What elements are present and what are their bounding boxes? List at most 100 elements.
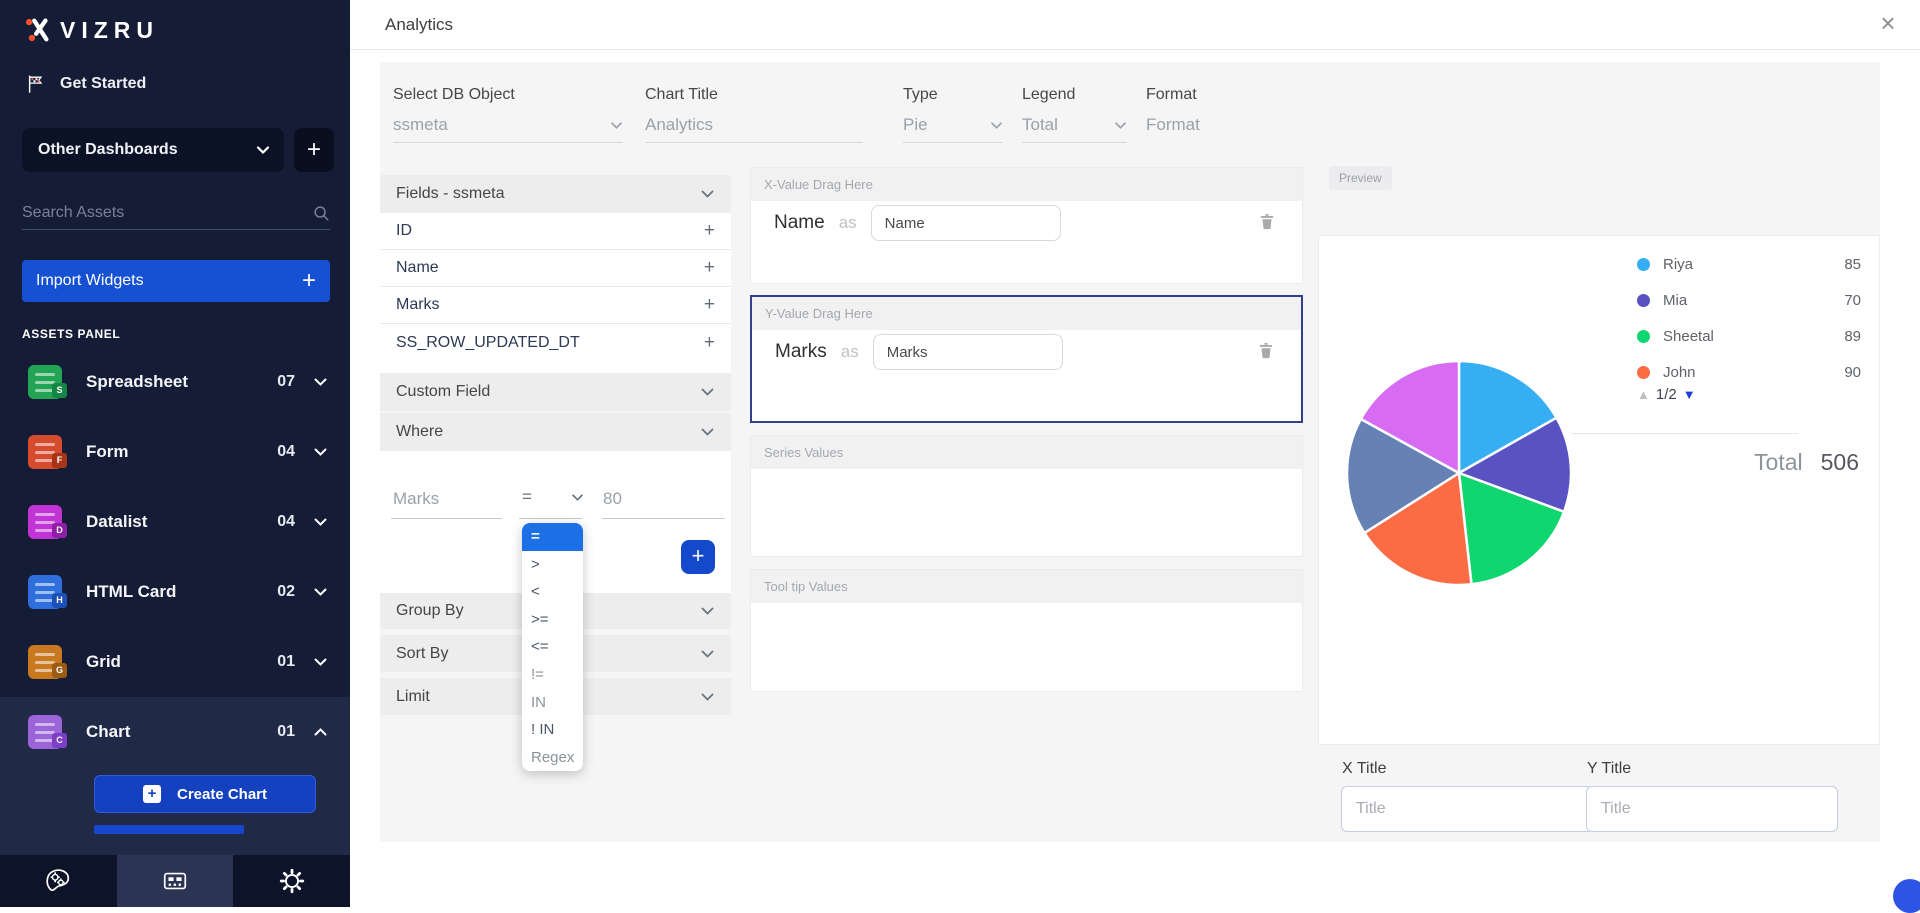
chevron-down-icon — [701, 190, 714, 198]
chevron-down-icon — [701, 607, 714, 615]
logo-mark-icon — [25, 18, 49, 42]
operator-option[interactable]: ! IN — [531, 721, 555, 739]
settings-button[interactable] — [233, 855, 351, 907]
pie-slice — [1456, 416, 1573, 514]
operator-option[interactable]: IN — [531, 693, 546, 711]
where-value-input[interactable]: 80 — [603, 489, 622, 508]
delete-y-value-button[interactable] — [1257, 341, 1275, 364]
where-field-input[interactable]: Marks — [393, 489, 440, 508]
legend-item: Riya 85 — [1637, 246, 1861, 282]
fields-section-header[interactable]: Fields - ssmeta — [380, 175, 731, 213]
import-widgets-button[interactable]: Import Widgets + — [22, 260, 330, 302]
legend-dot — [1637, 293, 1650, 307]
field-row-marks[interactable]: Marks + — [380, 287, 731, 324]
asset-search[interactable] — [22, 196, 330, 230]
dashboards-dropdown[interactable]: Other Dashboards — [22, 128, 284, 172]
close-icon[interactable]: × — [1880, 8, 1896, 38]
pie-slice — [1345, 417, 1462, 535]
operator-option[interactable]: > — [531, 555, 540, 573]
legend-divider — [1572, 433, 1798, 434]
field-row-id[interactable]: ID + — [380, 213, 731, 250]
y-value-alias-input[interactable] — [872, 334, 1063, 370]
add-field-button[interactable]: + — [703, 257, 715, 278]
chart-title-label: Chart Title — [645, 86, 718, 103]
floating-action-dot[interactable] — [1893, 879, 1920, 913]
legend-item: Mia 70 — [1637, 282, 1861, 318]
x-value-alias-input[interactable] — [870, 205, 1061, 241]
asset-count: 01 — [277, 653, 295, 670]
sidebar-item-grid[interactable]: G Grid 01 — [0, 627, 350, 697]
get-started-label: Get Started — [60, 75, 147, 92]
field-row-name[interactable]: Name + — [380, 250, 731, 287]
format-value[interactable]: Format — [1146, 115, 1200, 134]
sidebar-item-datalist[interactable]: D Datalist 04 — [0, 487, 350, 557]
legend-value[interactable]: Total — [1022, 112, 1127, 138]
sidebar-item-html-card[interactable]: H HTML Card 02 — [0, 557, 350, 627]
sidebar-item-spreadsheet[interactable]: S Spreadsheet 07 — [0, 347, 350, 417]
db-object-select: Select DB Object ssmeta — [393, 86, 623, 143]
add-condition-button[interactable]: + — [681, 540, 715, 574]
y-title-input[interactable] — [1586, 786, 1838, 832]
asset-count: 02 — [277, 583, 295, 600]
y-value-drop-zone[interactable]: Y-Value Drag Here Marks as — [750, 295, 1303, 423]
chart-title-value[interactable]: Analytics — [645, 115, 714, 134]
field-row-ss_row_updated_dt[interactable]: SS_ROW_UPDATED_DT + — [380, 324, 731, 361]
asset-icon: F — [28, 435, 67, 469]
partial-hidden-button[interactable] — [94, 825, 244, 834]
chevron-down-icon — [701, 650, 714, 658]
operator-option[interactable]: = — [522, 523, 583, 551]
create-chart-label: Create Chart — [176, 785, 268, 803]
x-title-input[interactable] — [1341, 786, 1593, 832]
field-name: Name — [396, 259, 439, 276]
get-started-link[interactable]: Get Started — [26, 74, 146, 94]
asset-icon: H — [28, 575, 67, 609]
legend-name: Riya — [1663, 255, 1694, 273]
x-title-label: X Title — [1342, 760, 1387, 777]
operator-option[interactable]: >= — [531, 610, 549, 628]
legend-dot — [1637, 365, 1650, 379]
add-dashboard-button[interactable]: + — [294, 128, 334, 172]
where-operator-select[interactable]: = — [522, 487, 584, 507]
legend-name: Sheetal — [1663, 327, 1714, 345]
operator-option[interactable]: Regex — [531, 748, 575, 766]
delete-x-value-button[interactable] — [1258, 212, 1276, 235]
plus-icon: + — [301, 267, 316, 294]
chevron-down-icon — [701, 428, 714, 436]
chevron-down-icon — [314, 518, 327, 526]
y-value-field-name: Marks — [775, 341, 827, 362]
operator-option[interactable]: != — [531, 665, 544, 683]
type-value[interactable]: Pie — [903, 112, 1003, 138]
sidebar-item-chart[interactable]: C Chart 01 — [0, 697, 350, 767]
add-field-button[interactable]: + — [703, 220, 715, 241]
chevron-down-icon — [314, 448, 327, 456]
chevron-down-icon — [314, 588, 327, 596]
add-field-button[interactable]: + — [703, 331, 715, 353]
x-value-drop-zone[interactable]: X-Value Drag Here Name as — [750, 167, 1303, 284]
page-title: Analytics — [385, 15, 454, 34]
operator-option[interactable]: < — [531, 583, 540, 601]
operator-option[interactable]: <= — [531, 638, 549, 656]
widgets-tab-button[interactable] — [116, 855, 234, 907]
asset-count: 01 — [277, 723, 295, 740]
chevron-down-icon — [256, 146, 270, 155]
asset-label: Datalist — [86, 512, 148, 531]
chevron-down-icon — [314, 658, 327, 666]
asset-search-input[interactable] — [22, 203, 282, 222]
create-chart-button[interactable]: + Create Chart — [94, 775, 316, 813]
chevron-down-icon — [611, 121, 622, 129]
sidebar-item-form[interactable]: F Form 04 — [0, 417, 350, 487]
field-name: SS_ROW_UPDATED_DT — [396, 333, 580, 351]
add-field-button[interactable]: + — [703, 294, 715, 315]
chevron-down-icon — [701, 388, 714, 396]
custom-field-section-header[interactable]: Custom Field — [380, 373, 731, 411]
asset-label: Chart — [86, 722, 131, 741]
chart-builder-card: Select DB Object ssmeta Chart Title Anal… — [380, 62, 1880, 842]
tooltip-values-drop-zone[interactable]: Tool tip Values — [750, 569, 1303, 692]
where-section-header[interactable]: Where — [380, 413, 731, 451]
sidebar-bottom-bar — [0, 855, 351, 907]
legend-page-down-icon[interactable]: ▼ — [1682, 387, 1696, 402]
db-object-value[interactable]: ssmeta — [393, 112, 623, 138]
theme-palette-button[interactable] — [0, 855, 117, 907]
series-values-drop-zone[interactable]: Series Values — [750, 435, 1303, 557]
legend-page-up-icon[interactable]: ▲ — [1637, 387, 1650, 402]
